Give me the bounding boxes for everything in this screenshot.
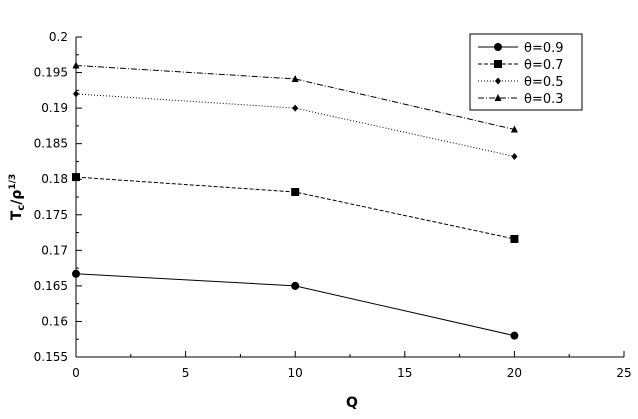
y-tick-label: 0.175 bbox=[34, 208, 68, 222]
data-point-square bbox=[291, 188, 300, 197]
y-tick-label: 0.185 bbox=[34, 137, 68, 151]
data-point-circle bbox=[494, 43, 502, 51]
y-tick-label: 0.155 bbox=[34, 350, 68, 364]
x-tick-label: 0 bbox=[72, 366, 80, 380]
x-tick-label: 15 bbox=[397, 366, 412, 380]
series-4 bbox=[72, 61, 518, 133]
series-line bbox=[75, 176, 515, 240]
series-layer bbox=[72, 61, 519, 340]
y-tick-label: 0.165 bbox=[34, 279, 68, 293]
legend-item: θ=0.7 bbox=[478, 58, 564, 73]
y-axis-title: Tc/ρ1/3 bbox=[8, 174, 27, 220]
data-point-square bbox=[494, 60, 502, 68]
legend-item: θ=0.5 bbox=[478, 75, 564, 90]
x-axis-title: Q bbox=[346, 395, 358, 411]
data-point-square bbox=[72, 173, 80, 182]
legend-label: θ=0.3 bbox=[524, 92, 564, 107]
legend-item: θ=0.3 bbox=[478, 92, 564, 107]
data-point-triangle bbox=[494, 94, 502, 101]
x-tick-label: 20 bbox=[507, 366, 522, 380]
data-point-circle bbox=[510, 331, 519, 340]
legend-label: θ=0.7 bbox=[524, 58, 564, 73]
data-point-diamond bbox=[73, 90, 79, 98]
y-tick-label: 0.2 bbox=[49, 30, 68, 44]
x-tick-label: 10 bbox=[288, 366, 303, 380]
y-tick-label: 0.16 bbox=[41, 314, 68, 328]
data-point-diamond bbox=[511, 152, 518, 160]
y-tick-label: 0.195 bbox=[34, 66, 68, 80]
y-tick-label: 0.17 bbox=[41, 243, 68, 257]
data-point-triangle bbox=[72, 61, 80, 69]
legend-box bbox=[469, 33, 583, 111]
x-axis: 0 5 10 15 20 25 bbox=[72, 351, 632, 380]
data-point-triangle bbox=[510, 125, 518, 133]
data-point-square bbox=[510, 234, 519, 243]
series-1 bbox=[72, 269, 519, 340]
data-point-triangle bbox=[291, 74, 299, 82]
series-3 bbox=[73, 90, 518, 160]
x-tick-label: 25 bbox=[616, 366, 631, 380]
legend-label: θ=0.5 bbox=[524, 75, 564, 90]
y-axis: 0.155 0.16 0.165 0.17 0.175 0.18 0.185 0.19 0.19… bbox=[34, 30, 82, 364]
series-line bbox=[75, 93, 515, 157]
y-tick-label: 0.19 bbox=[41, 101, 68, 115]
legend: θ=0.9 θ=0.7 θ=0.5 θ=0.3 bbox=[469, 33, 583, 111]
data-point-circle bbox=[72, 269, 80, 278]
data-point-circle bbox=[291, 281, 300, 290]
x-tick-label: 5 bbox=[182, 366, 190, 380]
legend-label: θ=0.9 bbox=[524, 41, 564, 56]
series-2 bbox=[72, 173, 519, 243]
y-tick-label: 0.18 bbox=[41, 172, 68, 186]
legend-item: θ=0.9 bbox=[478, 41, 564, 56]
data-point-diamond bbox=[495, 77, 501, 85]
data-point-diamond bbox=[292, 104, 299, 112]
